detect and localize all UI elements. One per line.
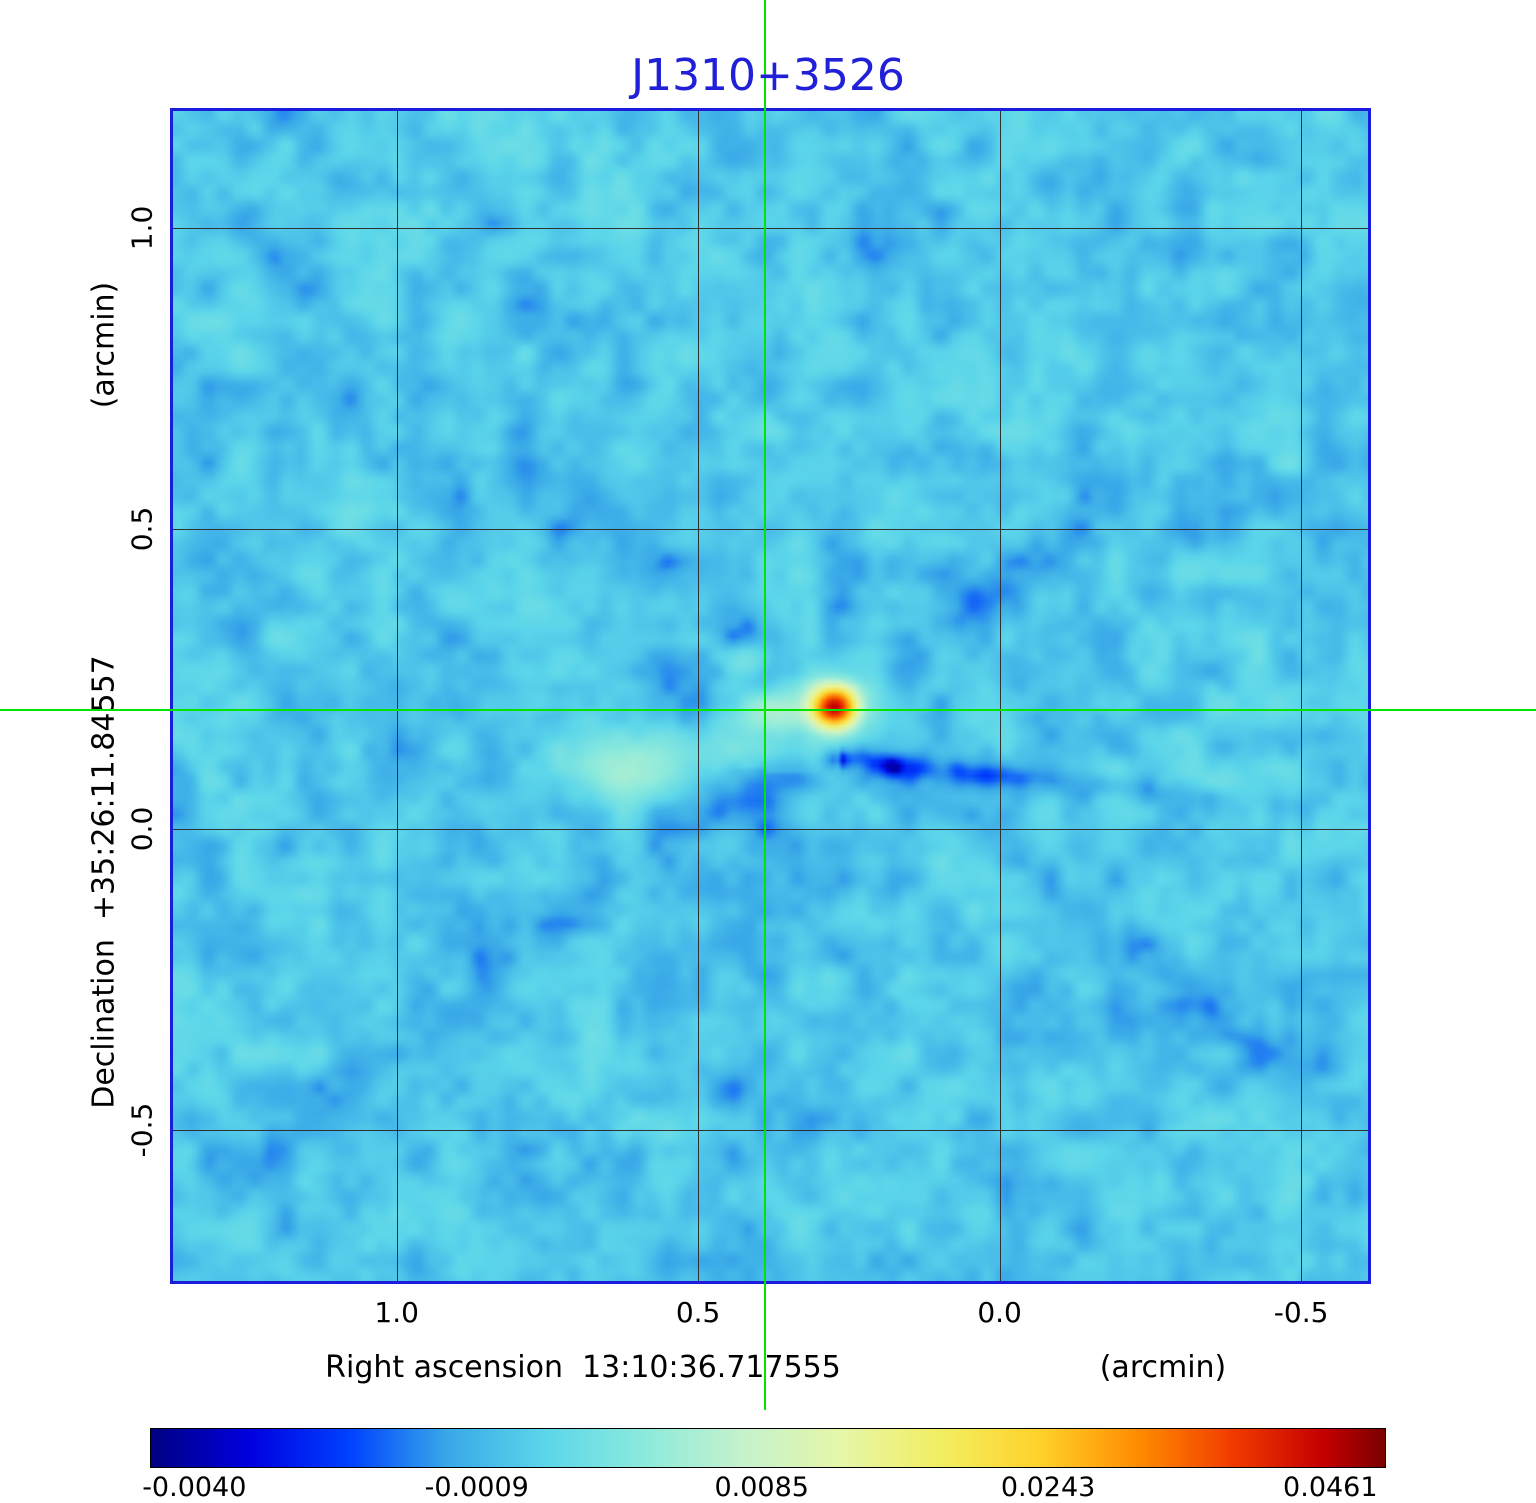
crosshair-vertical-line: [764, 0, 767, 1410]
y-tick-label: -0.5: [125, 1102, 159, 1157]
page-title: J1310+3526: [631, 50, 905, 101]
colorbar-tick-label: 0.0085: [714, 1472, 809, 1503]
grid-line-vertical: [1301, 111, 1303, 1281]
x-tick-label: 1.0: [374, 1296, 419, 1329]
y-tick-label: 0.0: [125, 806, 159, 852]
y-tick-label: 1.0: [125, 205, 159, 251]
colorbar: [150, 1428, 1386, 1468]
x-axis-label: Right ascension 13:10:36.717555: [325, 1350, 841, 1385]
grid-line-horizontal: [173, 528, 1368, 530]
crosshair-horizontal-line: [0, 708, 1536, 711]
grid-line-vertical: [396, 111, 398, 1281]
y-tick-label: 0.5: [125, 506, 159, 551]
grid-line-horizontal: [173, 829, 1368, 831]
colorbar-tick-label: 0.0243: [1000, 1472, 1096, 1503]
grid-line-vertical: [999, 111, 1001, 1281]
x-tick-label: 0.0: [977, 1296, 1022, 1329]
grid-line-horizontal: [173, 1129, 1368, 1131]
grid-line-horizontal: [173, 228, 1368, 230]
grid-layer: [173, 111, 1368, 1281]
x-tick-label: 0.5: [675, 1296, 721, 1329]
sky-map-frame: [170, 108, 1371, 1284]
x-axis-unit: (arcmin): [1099, 1350, 1227, 1385]
colorbar-tick-label: -0.0009: [424, 1472, 529, 1503]
x-tick-label: -0.5: [1273, 1296, 1329, 1329]
colorbar-tick-label: -0.0040: [142, 1472, 247, 1503]
colorbar-tick-label: 0.0461: [1283, 1472, 1378, 1503]
y-axis-unit: (arcmin): [86, 281, 122, 409]
grid-line-vertical: [698, 111, 700, 1281]
y-axis-label: Declination +35:26:11.84557: [86, 655, 122, 1109]
sky-map-canvas[interactable]: [173, 111, 1368, 1281]
